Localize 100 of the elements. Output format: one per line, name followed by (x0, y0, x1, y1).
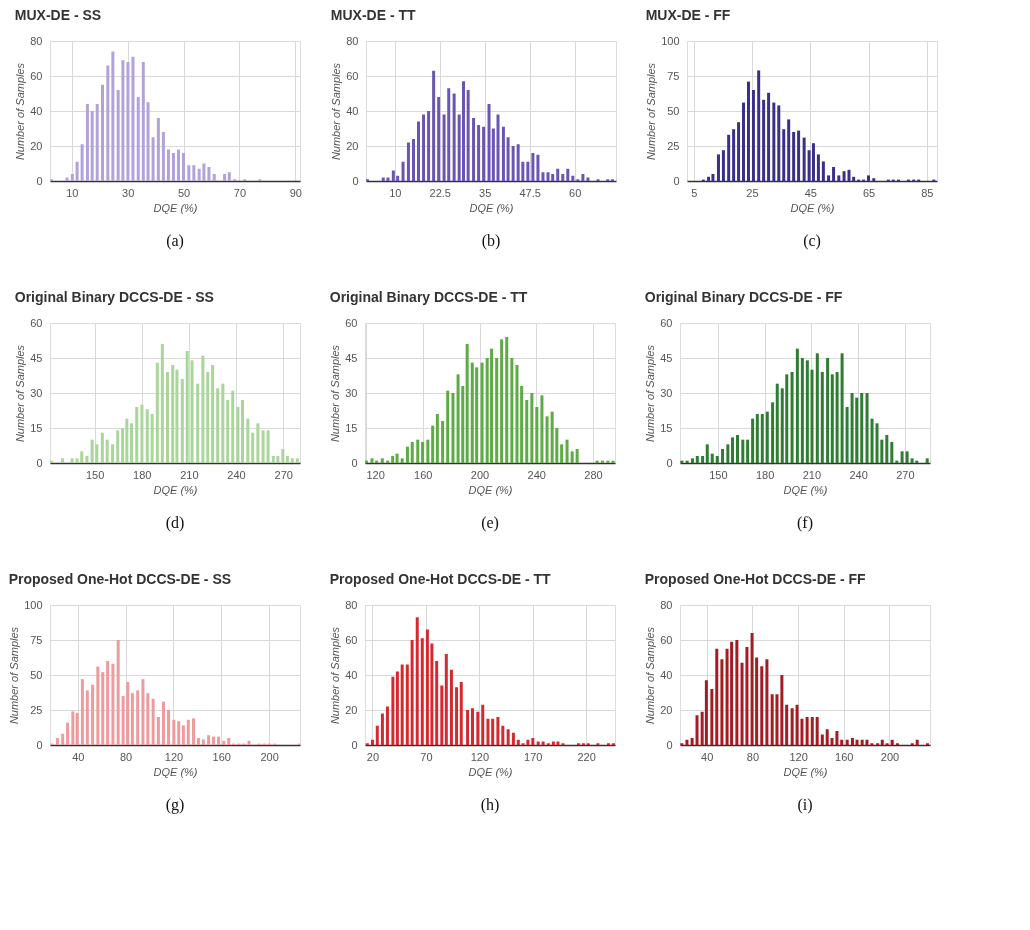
bar (790, 708, 794, 745)
bar (101, 672, 105, 745)
x-tick-label: 10 (389, 186, 402, 199)
bar (146, 102, 150, 181)
bar (800, 358, 804, 463)
bar (730, 641, 734, 745)
bar (762, 99, 766, 181)
bar (370, 739, 374, 745)
bar (80, 451, 84, 463)
bar (226, 400, 230, 463)
bar (710, 453, 714, 463)
x-tick-label: 280 (584, 468, 603, 481)
bar (526, 739, 530, 745)
bar (167, 710, 171, 745)
bar (777, 105, 781, 181)
bar (85, 104, 89, 181)
bar (755, 414, 759, 463)
bar (410, 640, 414, 745)
bar (441, 421, 445, 463)
bar (171, 365, 175, 463)
x-axis-title: DQE (%) (790, 201, 835, 214)
x-tick-label: 120 (164, 750, 184, 763)
x-tick-label: 240 (227, 468, 246, 481)
text: (d) (165, 514, 185, 532)
bar (541, 172, 545, 181)
bar (71, 711, 75, 745)
bar (835, 372, 839, 463)
bar (771, 402, 775, 463)
bar (501, 126, 505, 181)
bar (850, 738, 854, 745)
bar (380, 458, 384, 463)
bar (380, 713, 384, 745)
bar (721, 449, 725, 463)
y-tick-label: 45 (660, 351, 673, 364)
y-tick-label: 15 (30, 421, 43, 434)
y-tick-label: 40 (346, 104, 359, 117)
y-tick-label: 0 (673, 174, 680, 187)
bar (66, 722, 70, 745)
chart-title: MUX-DE - SS (14, 7, 102, 23)
bar (256, 423, 260, 463)
x-axis-title: DQE (%) (783, 765, 828, 778)
bar (885, 435, 889, 463)
bar (212, 174, 216, 181)
bar (711, 174, 715, 181)
bar (100, 432, 104, 463)
y-tick-label: 100 (661, 34, 680, 47)
bar (925, 458, 929, 463)
bar (426, 439, 430, 463)
bar (720, 659, 724, 745)
bar (281, 449, 285, 463)
bar (80, 144, 84, 181)
y-tick-label: 60 (660, 633, 673, 646)
bar (890, 442, 894, 463)
bar (860, 393, 864, 463)
bar (566, 168, 570, 181)
x-tick-label: 180 (133, 468, 152, 481)
bar (727, 134, 731, 181)
bar (222, 740, 226, 745)
bar (470, 708, 474, 745)
bar (251, 432, 255, 463)
bar (187, 165, 191, 181)
chart-title: Proposed One-Hot DCCS-DE - TT (329, 571, 552, 587)
bar (70, 458, 74, 463)
bar (511, 146, 515, 181)
bar (745, 647, 749, 745)
bar (845, 739, 849, 745)
bar (816, 154, 820, 181)
bar (236, 407, 240, 463)
bar (760, 666, 764, 745)
bar (482, 126, 486, 181)
bar (185, 351, 189, 463)
bar (160, 344, 164, 463)
text: (b) (481, 232, 501, 250)
x-tick-label: 160 (212, 750, 231, 763)
bar (546, 172, 550, 181)
bar (802, 137, 806, 181)
bar (420, 638, 424, 745)
bar (746, 81, 750, 181)
x-tick-label: 240 (527, 468, 546, 481)
bar (391, 170, 395, 181)
text: (h) (480, 796, 500, 814)
bar (496, 114, 500, 181)
x-tick-label: 45 (804, 186, 817, 199)
bar (845, 407, 849, 463)
bar (531, 153, 535, 181)
x-tick-label: 160 (835, 750, 854, 763)
x-axis-title: DQE (%) (153, 765, 198, 778)
bar (201, 355, 205, 463)
y-tick-label: 25 (667, 139, 680, 152)
bar (85, 456, 89, 463)
bar (126, 682, 130, 745)
y-axis-title: Number of Samples (14, 344, 27, 443)
bar (506, 729, 510, 745)
bar (175, 369, 179, 463)
y-tick-label: 20 (345, 703, 358, 716)
x-tick-label: 70 (233, 186, 247, 199)
bar (556, 168, 560, 181)
text: (e) (481, 514, 499, 532)
y-tick-label: 75 (667, 69, 680, 82)
x-tick-label: 210 (802, 468, 822, 481)
